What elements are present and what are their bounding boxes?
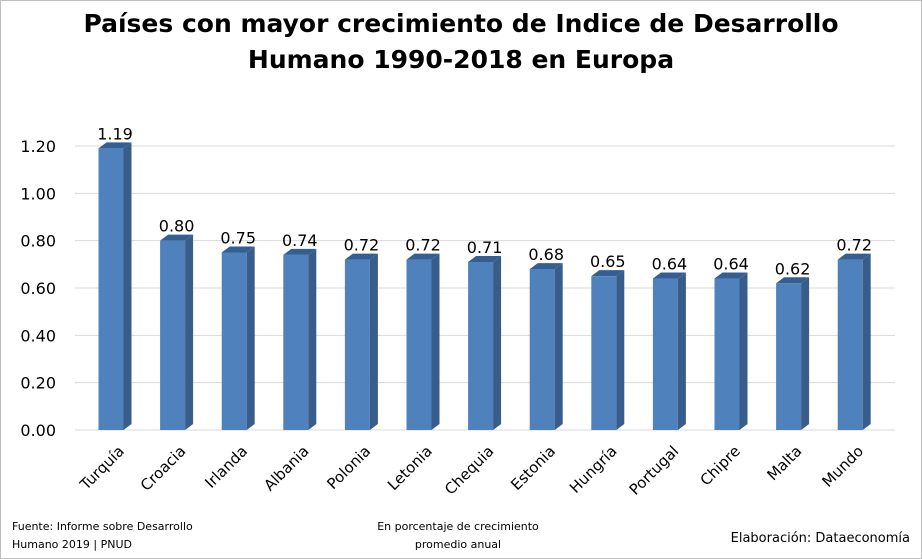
y-tick-label: 0.00 xyxy=(20,421,56,440)
y-tick-label: 0.60 xyxy=(20,279,56,298)
bar-top xyxy=(98,142,132,149)
bar-value-label: 0.72 xyxy=(344,236,380,255)
bar-value-label: 0.68 xyxy=(528,245,564,264)
bar xyxy=(529,269,555,430)
bar-side xyxy=(862,253,871,430)
bar-top xyxy=(160,234,194,241)
bar-value-label: 0.71 xyxy=(467,238,503,257)
bar-value-label: 0.64 xyxy=(713,255,749,274)
x-category-label: Chipre xyxy=(697,442,744,489)
bar xyxy=(776,283,802,430)
bar xyxy=(468,261,494,430)
bar-top xyxy=(837,253,871,260)
x-category-label: Irlanda xyxy=(201,442,251,492)
bar-top xyxy=(344,253,378,260)
x-category-label: Turquía xyxy=(76,442,128,494)
y-tick-label: 0.80 xyxy=(20,232,56,251)
bar-side xyxy=(431,253,440,430)
y-tick-label: 1.00 xyxy=(20,184,56,203)
bar-top xyxy=(406,253,440,260)
x-category-label: Hungría xyxy=(566,442,621,497)
source-note: Fuente: Informe sobre Desarrollo Humano … xyxy=(12,518,252,554)
bar xyxy=(160,240,186,430)
unit-note-line-2: promedio anual xyxy=(414,538,502,551)
bar-top xyxy=(468,255,502,262)
bar-side xyxy=(123,142,132,430)
bar-side xyxy=(616,270,625,430)
bar-top xyxy=(591,270,625,277)
x-category-label: Estonia xyxy=(507,442,559,494)
bar-value-label: 0.80 xyxy=(159,217,195,236)
y-tick-label: 0.40 xyxy=(20,326,56,345)
y-tick-label: 1.20 xyxy=(20,137,56,156)
bar-value-label: 0.72 xyxy=(405,236,441,255)
bar-side xyxy=(308,248,317,430)
bar xyxy=(283,254,309,430)
chart-title-line-1: Países con mayor crecimiento de Indice d… xyxy=(83,9,839,38)
x-category-label: Croacia xyxy=(137,442,190,495)
source-line-1: Fuente: Informe sobre Desarrollo xyxy=(12,520,193,533)
bar xyxy=(591,276,617,430)
credit-note: Elaboración: Dataeconomía xyxy=(730,531,910,546)
bar-side xyxy=(246,246,255,430)
bar xyxy=(221,252,247,430)
x-category-label: Mundo xyxy=(818,442,867,491)
bar xyxy=(98,148,124,430)
bar-value-label: 1.19 xyxy=(97,124,133,143)
bar-side xyxy=(554,263,563,430)
bar-side xyxy=(739,272,748,430)
bar-side xyxy=(185,234,194,430)
source-line-2: Humano 2019 | PNUD xyxy=(12,538,132,551)
bar-top xyxy=(283,248,317,255)
y-tick-label: 0.20 xyxy=(20,374,56,393)
bar-value-label: 0.75 xyxy=(220,229,256,248)
bar-side xyxy=(369,253,378,430)
bar-top xyxy=(714,272,748,279)
x-category-label: Malta xyxy=(763,442,805,484)
chart-title: Países con mayor crecimiento de Indice d… xyxy=(0,6,922,78)
bar-top xyxy=(529,263,563,270)
bar-top xyxy=(776,277,810,284)
bar-top xyxy=(652,272,686,279)
bar xyxy=(406,259,432,430)
bar xyxy=(714,278,740,430)
unit-note-line-1: En porcentaje de crecimiento xyxy=(377,520,539,533)
bar xyxy=(652,278,678,430)
bar xyxy=(344,259,370,430)
bar-side xyxy=(677,272,686,430)
unit-note: En porcentaje de crecimiento promedio an… xyxy=(340,518,576,554)
bar-value-label: 0.62 xyxy=(775,259,811,278)
x-category-label: Portugal xyxy=(626,442,683,499)
chart-title-line-2: Humano 1990-2018 en Europa xyxy=(247,45,675,74)
bar-value-label: 0.74 xyxy=(282,231,318,250)
bar-side xyxy=(801,277,810,430)
bar xyxy=(837,259,863,430)
bar-value-label: 0.65 xyxy=(590,252,626,271)
bar-value-label: 0.72 xyxy=(836,236,872,255)
x-category-label: Albania xyxy=(260,442,312,494)
bar-top xyxy=(221,246,255,253)
x-category-label: Letonia xyxy=(384,442,436,494)
bar-value-label: 0.64 xyxy=(652,255,688,274)
bar-side xyxy=(493,255,502,430)
x-category-label: Chequia xyxy=(441,442,497,498)
x-category-label: Polonia xyxy=(323,442,374,493)
